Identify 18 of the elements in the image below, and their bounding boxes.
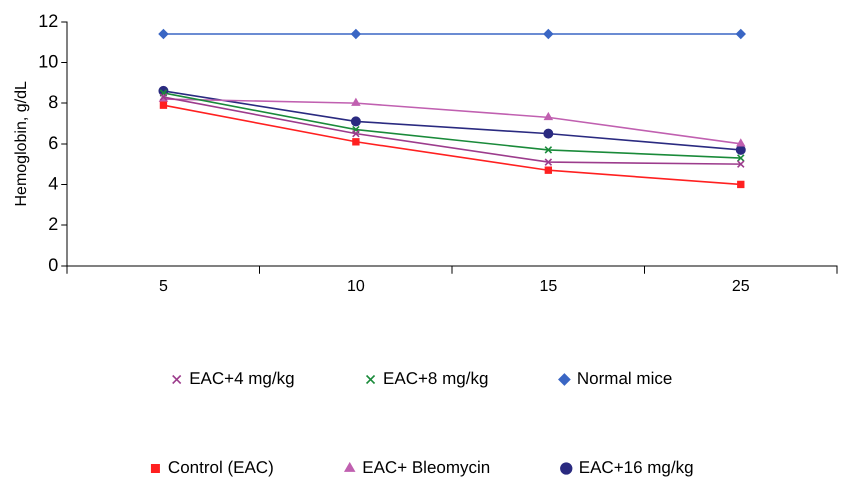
legend-label: Normal mice [576, 369, 672, 388]
x-tick-label: 25 [732, 278, 750, 295]
y-tick-label: 8 [48, 92, 58, 112]
x-tick-label: 5 [158, 278, 168, 295]
y-axis-title: Hemoglobin, g/dL [13, 80, 30, 207]
legend-label: EAC+8 mg/kg [383, 369, 488, 388]
legend-label: EAC+4 mg/kg [189, 369, 295, 388]
y-tick-label: 10 [38, 51, 58, 72]
legend-label: EAC+16 mg/kg [578, 458, 694, 478]
legend-label: Control (EAC) [168, 458, 274, 478]
x-tick-label: 10 [346, 278, 365, 295]
legend-label: EAC+ Bleomycin [362, 458, 490, 478]
y-tick-label: 6 [48, 132, 58, 153]
y-tick-label: 4 [48, 173, 58, 194]
y-tick-label: 12 [38, 10, 58, 31]
x-tick-label: 15 [539, 278, 558, 295]
y-tick-label: 2 [48, 214, 58, 234]
y-tick-label: 0 [48, 254, 58, 275]
